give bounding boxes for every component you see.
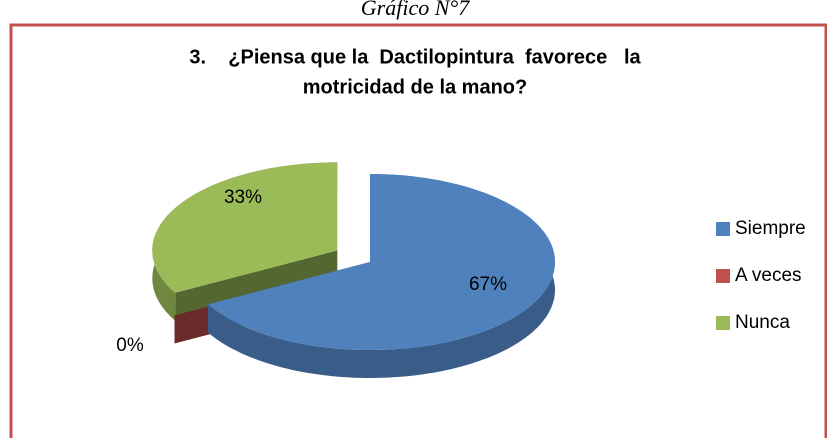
data-label: 67%: [469, 274, 507, 295]
legend-swatch: [716, 222, 730, 236]
slice-top: [152, 162, 338, 293]
legend-swatch: [716, 269, 730, 283]
pie-slice: [207, 174, 555, 378]
chart-title: motricidad de la mano?: [303, 76, 527, 98]
legend-label: Nunca: [735, 312, 790, 333]
data-label: 33%: [224, 187, 262, 208]
legend-label: A veces: [735, 265, 802, 286]
slice-top: [207, 174, 555, 350]
legend-swatch: [716, 316, 730, 330]
frame: [9, 23, 827, 438]
data-label: 0%: [116, 335, 144, 356]
legend-label: Siempre: [735, 218, 806, 239]
caption: Gráfico N°7: [361, 0, 470, 20]
chart-title: 3. ¿Piensa que la Dactilopintura favorec…: [189, 46, 641, 68]
